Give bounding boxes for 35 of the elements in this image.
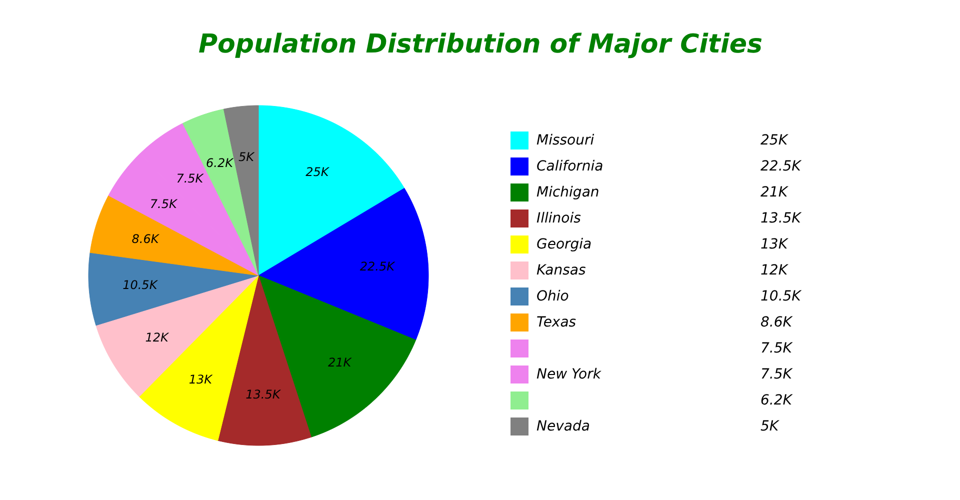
text: 21K xyxy=(760,184,788,200)
legend-label: California xyxy=(536,158,604,174)
legend-label: Missouri xyxy=(536,132,594,148)
legend-label: Texas xyxy=(536,314,576,330)
text: 13.5K xyxy=(760,210,801,226)
text: 6.2K xyxy=(760,392,792,408)
data-label: 25K xyxy=(306,164,330,179)
data-label: 21K xyxy=(328,356,352,370)
data-label: 12K xyxy=(145,330,170,344)
text: 7.5K xyxy=(760,366,792,382)
text: 5K xyxy=(760,418,779,434)
data-label: 8.6K xyxy=(132,232,160,246)
data-label: 7.5K xyxy=(150,196,178,211)
data-label: 6.2K xyxy=(206,156,234,170)
text: 8.6K xyxy=(760,314,792,330)
legend-label: Illinois xyxy=(536,210,581,226)
data-label: 13K xyxy=(188,372,214,386)
legend-label: Ohio xyxy=(536,288,569,304)
data-label: 13.5K xyxy=(246,387,282,402)
legend-label: New York xyxy=(536,366,602,382)
data-label: 7.5K xyxy=(176,171,204,186)
data-label: 22.5K xyxy=(360,260,396,274)
legend-label: Kansas xyxy=(536,262,586,278)
text: 12K xyxy=(760,262,788,278)
legend-label: Nevada xyxy=(536,418,590,434)
legend-label: Georgia xyxy=(536,236,592,252)
text: 13K xyxy=(760,236,788,252)
text: 25K xyxy=(760,132,788,148)
chart-title: Population Distribution of Major Cities xyxy=(198,30,763,60)
data-label: 10.5K xyxy=(122,278,158,292)
legend-label: Michigan xyxy=(536,184,600,200)
data-label: 5K xyxy=(238,150,256,164)
text: 22.5K xyxy=(760,158,801,174)
text: 10.5K xyxy=(760,288,801,304)
text: 7.5K xyxy=(760,340,792,356)
